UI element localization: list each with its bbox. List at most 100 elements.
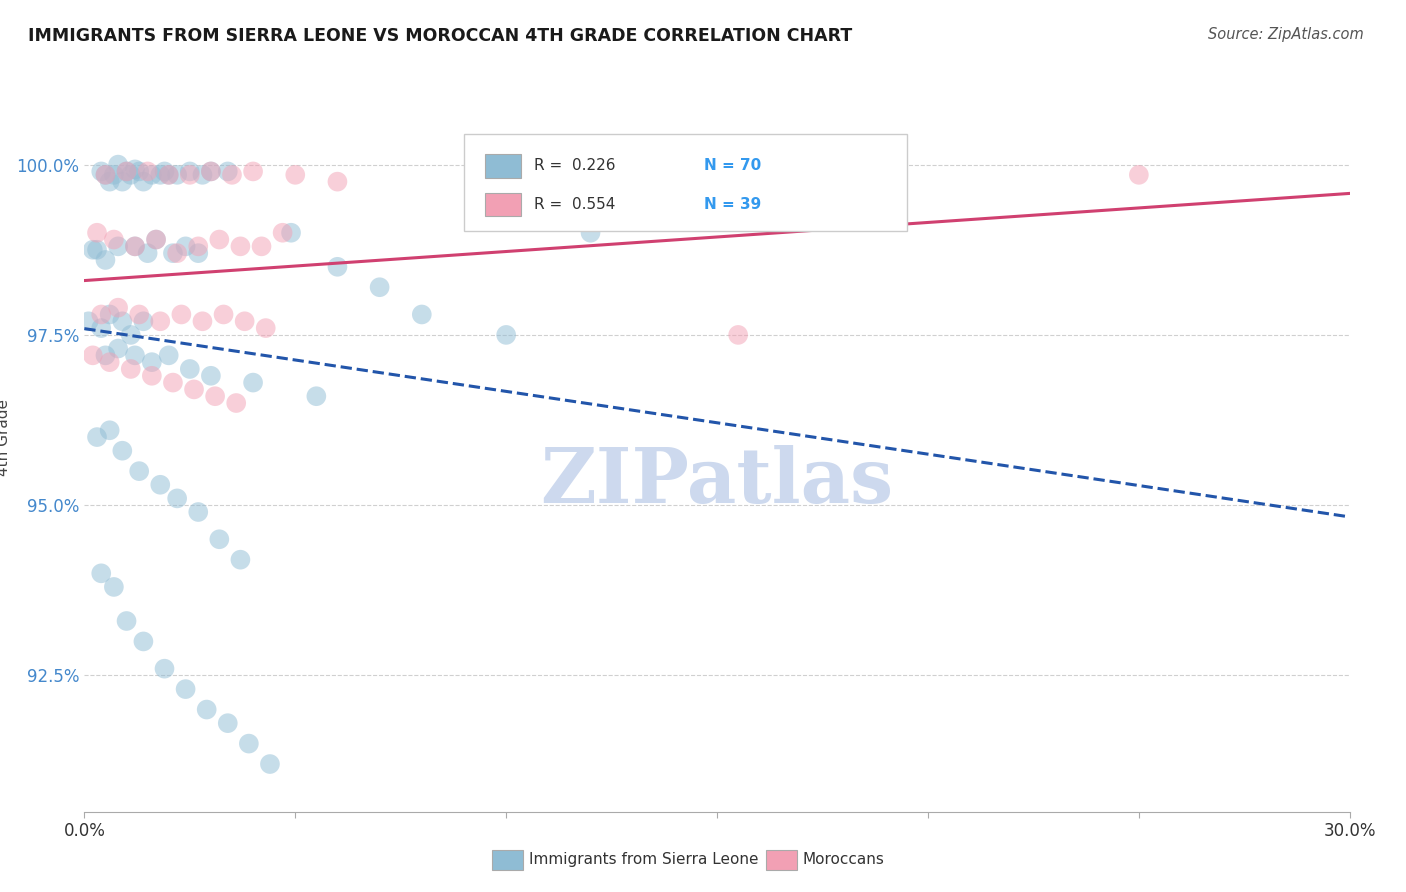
Point bbox=[82, 348, 104, 362]
Point bbox=[153, 164, 176, 178]
Point bbox=[107, 342, 129, 356]
Point bbox=[200, 164, 222, 178]
Text: R =  0.226: R = 0.226 bbox=[534, 159, 614, 173]
Point bbox=[368, 280, 391, 294]
Point bbox=[166, 246, 188, 260]
Point bbox=[204, 389, 226, 403]
Point bbox=[238, 737, 260, 751]
Point bbox=[111, 314, 134, 328]
Point bbox=[149, 168, 172, 182]
Point bbox=[242, 164, 264, 178]
Point bbox=[157, 168, 180, 182]
Point bbox=[229, 552, 252, 566]
Point bbox=[162, 376, 184, 390]
Point bbox=[103, 233, 125, 247]
Point bbox=[149, 314, 172, 328]
Point bbox=[98, 308, 121, 322]
Point bbox=[174, 239, 197, 253]
Point bbox=[162, 246, 184, 260]
Point bbox=[187, 239, 209, 253]
Point bbox=[107, 301, 129, 315]
Point bbox=[124, 239, 146, 253]
Point bbox=[191, 314, 214, 328]
Point bbox=[136, 246, 159, 260]
Point bbox=[242, 376, 264, 390]
Point bbox=[86, 226, 108, 240]
Point bbox=[94, 168, 117, 182]
Point bbox=[200, 164, 222, 178]
Text: Source: ZipAtlas.com: Source: ZipAtlas.com bbox=[1208, 27, 1364, 42]
Point bbox=[411, 308, 433, 322]
Point bbox=[90, 566, 112, 581]
Point bbox=[86, 243, 108, 257]
Point bbox=[179, 362, 201, 376]
Point bbox=[217, 164, 239, 178]
Point bbox=[208, 533, 231, 547]
Point bbox=[280, 226, 302, 240]
Point bbox=[111, 443, 134, 458]
FancyBboxPatch shape bbox=[485, 153, 520, 178]
Point bbox=[179, 164, 201, 178]
Point bbox=[128, 464, 150, 478]
Point bbox=[98, 175, 121, 189]
Point bbox=[90, 321, 112, 335]
Point bbox=[284, 168, 307, 182]
Point bbox=[90, 308, 112, 322]
Point bbox=[124, 162, 146, 177]
Point bbox=[124, 239, 146, 253]
Point bbox=[305, 389, 328, 403]
Point bbox=[187, 505, 209, 519]
Point bbox=[166, 168, 188, 182]
Text: IMMIGRANTS FROM SIERRA LEONE VS MOROCCAN 4TH GRADE CORRELATION CHART: IMMIGRANTS FROM SIERRA LEONE VS MOROCCAN… bbox=[28, 27, 852, 45]
Text: ZIPatlas: ZIPatlas bbox=[540, 445, 894, 519]
Point bbox=[94, 348, 117, 362]
Point bbox=[259, 757, 281, 772]
Text: Immigrants from Sierra Leone: Immigrants from Sierra Leone bbox=[529, 853, 758, 867]
Point bbox=[326, 175, 349, 189]
Point bbox=[120, 362, 142, 376]
Point bbox=[200, 368, 222, 383]
Point bbox=[141, 355, 163, 369]
Point bbox=[217, 716, 239, 731]
Point bbox=[157, 168, 180, 182]
Point bbox=[141, 368, 163, 383]
Point bbox=[77, 314, 100, 328]
Point bbox=[179, 168, 201, 182]
Point bbox=[132, 314, 155, 328]
Point bbox=[250, 239, 273, 253]
Point bbox=[225, 396, 247, 410]
Point bbox=[174, 682, 197, 697]
Point bbox=[727, 327, 749, 342]
Point bbox=[98, 355, 121, 369]
Point bbox=[145, 233, 167, 247]
Point bbox=[107, 239, 129, 253]
Point bbox=[187, 246, 209, 260]
Point bbox=[94, 168, 117, 182]
Point bbox=[229, 239, 252, 253]
Point bbox=[495, 327, 517, 342]
Point bbox=[271, 226, 294, 240]
Point bbox=[98, 423, 121, 437]
Point bbox=[149, 477, 172, 491]
Point bbox=[103, 168, 125, 182]
Point bbox=[212, 308, 235, 322]
Point bbox=[120, 168, 142, 182]
Point bbox=[208, 233, 231, 247]
Point bbox=[254, 321, 277, 335]
Point bbox=[326, 260, 349, 274]
Y-axis label: 4th Grade: 4th Grade bbox=[0, 399, 11, 475]
Text: R =  0.554: R = 0.554 bbox=[534, 197, 614, 212]
Point bbox=[132, 634, 155, 648]
Point bbox=[82, 243, 104, 257]
Point bbox=[115, 164, 138, 178]
Text: Moroccans: Moroccans bbox=[803, 853, 884, 867]
Point bbox=[115, 614, 138, 628]
Point bbox=[86, 430, 108, 444]
Text: N = 39: N = 39 bbox=[704, 197, 762, 212]
Point bbox=[157, 348, 180, 362]
Point bbox=[115, 164, 138, 178]
Point bbox=[233, 314, 256, 328]
Point bbox=[120, 327, 142, 342]
Point bbox=[141, 168, 163, 182]
Point bbox=[1128, 168, 1150, 182]
